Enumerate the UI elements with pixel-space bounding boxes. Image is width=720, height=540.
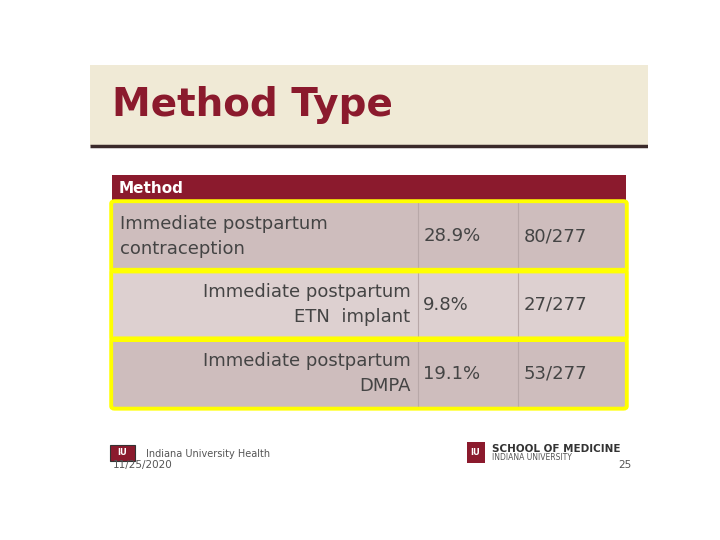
- Bar: [90, 65, 648, 146]
- Bar: [112, 202, 626, 271]
- Text: 28.9%: 28.9%: [423, 227, 480, 245]
- Bar: [112, 339, 626, 408]
- Text: Immediate postpartum
DMPA: Immediate postpartum DMPA: [203, 352, 410, 395]
- Bar: [112, 271, 626, 339]
- Text: Method Type: Method Type: [112, 86, 393, 124]
- Text: Indiana University Health: Indiana University Health: [145, 449, 270, 458]
- Bar: [112, 175, 626, 202]
- Text: 80/277: 80/277: [523, 227, 587, 245]
- Text: Immediate postpartum
ETN  implant: Immediate postpartum ETN implant: [203, 284, 410, 326]
- Text: 11/25/2020: 11/25/2020: [112, 460, 172, 470]
- Text: Immediate postpartum
contraception: Immediate postpartum contraception: [120, 215, 328, 258]
- Text: IU: IU: [117, 448, 127, 457]
- Bar: [467, 442, 485, 463]
- Text: IU: IU: [471, 448, 480, 457]
- Text: INDIANA UNIVERSITY: INDIANA UNIVERSITY: [492, 453, 572, 462]
- Text: Method: Method: [119, 181, 184, 196]
- Bar: [109, 445, 135, 461]
- Text: 9.8%: 9.8%: [423, 296, 469, 314]
- Text: 25: 25: [618, 460, 631, 470]
- Text: 53/277: 53/277: [523, 364, 587, 382]
- Text: 27/277: 27/277: [523, 296, 587, 314]
- Text: 19.1%: 19.1%: [423, 364, 480, 382]
- Text: SCHOOL OF MEDICINE: SCHOOL OF MEDICINE: [492, 444, 620, 455]
